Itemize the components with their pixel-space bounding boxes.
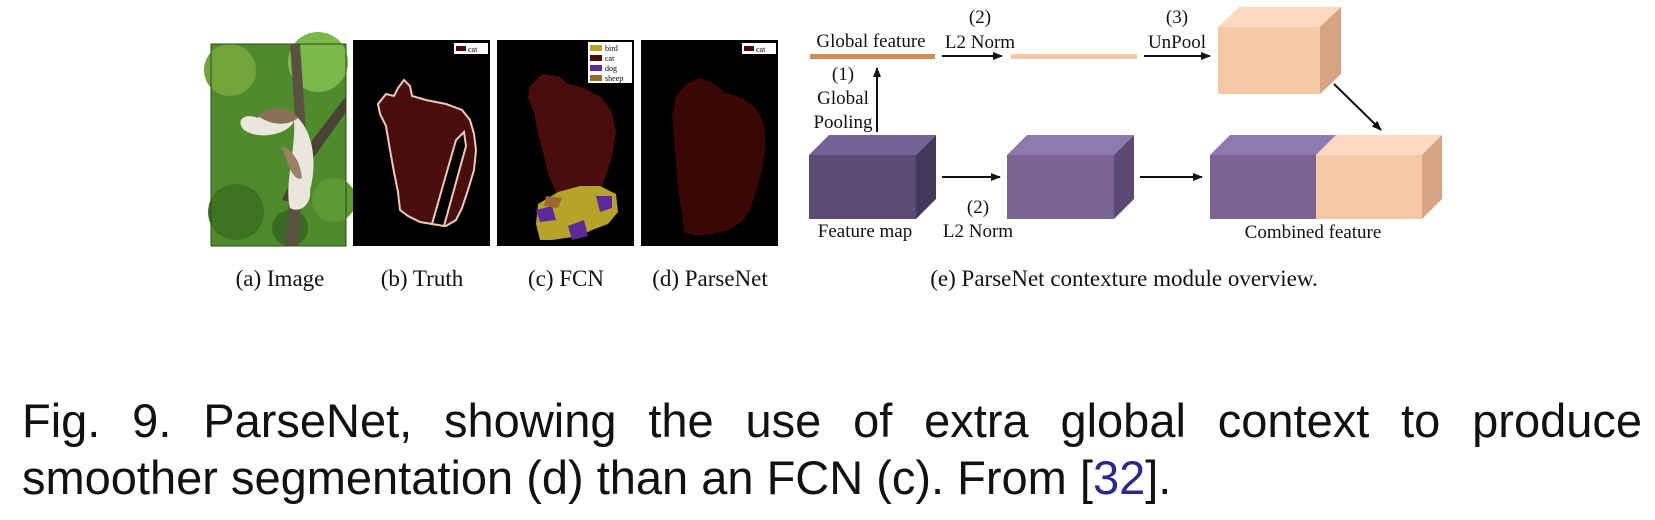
legend-label: bird <box>605 44 618 53</box>
caption-end: ]. <box>1145 451 1172 504</box>
arrow-to-combined-top <box>1333 83 1382 131</box>
legend-label: cat <box>605 54 615 63</box>
step2b-label: L2 Norm <box>943 221 1013 242</box>
legend-label: dog <box>605 64 617 73</box>
caption-text: Fig. 9. ParseNet, showing the use of ext… <box>22 394 1642 504</box>
subcaption-a: (a) Image <box>236 266 325 291</box>
figure: cat bird cat dog sheep cat <box>204 7 1442 291</box>
normalized-feature-bar <box>1011 54 1137 59</box>
contexture-diagram: Global feature (2) L2 Norm (3) UnPool (1… <box>809 7 1442 243</box>
truth-legend: cat <box>454 43 488 54</box>
legend-label: cat <box>756 45 766 54</box>
feature-map-cube <box>809 135 936 219</box>
fcn-legend: bird cat dog sheep <box>588 42 632 83</box>
subcaption-c: (c) FCN <box>528 266 604 291</box>
combined-feature-cube <box>1210 135 1442 219</box>
unpooled-feature-cube <box>1218 7 1341 94</box>
legend-label: sheep <box>605 74 623 83</box>
figure-caption: Fig. 9. ParseNet, showing the use of ext… <box>22 392 1642 506</box>
panel-image <box>204 32 356 247</box>
step2b-number: (2) <box>967 197 989 218</box>
global-feature-label: Global feature <box>816 31 925 52</box>
step1-line1: Global <box>817 88 869 109</box>
legend-label: cat <box>468 45 478 54</box>
step2-label: L2 Norm <box>945 32 1015 53</box>
normalized-feature-cube <box>1007 135 1134 219</box>
subcaption-e: (e) ParseNet contexture module overview. <box>930 266 1317 291</box>
citation-link[interactable]: 32 <box>1092 451 1146 504</box>
step1-line2: Pooling <box>813 112 873 133</box>
feature-map-label: Feature map <box>818 221 912 242</box>
global-feature-bar <box>810 54 935 59</box>
combined-feature-label: Combined feature <box>1245 222 1382 243</box>
subcaption-d: (d) ParseNet <box>652 266 768 291</box>
subcaption-b: (b) Truth <box>381 266 464 291</box>
step3-number: (3) <box>1166 7 1188 28</box>
step2-number: (2) <box>969 7 991 28</box>
step1-number: (1) <box>832 64 854 85</box>
panel-truth: cat <box>353 40 490 246</box>
panel-parsenet: cat <box>641 40 778 246</box>
parsenet-legend: cat <box>742 43 776 54</box>
step3-label: UnPool <box>1148 32 1206 53</box>
panel-fcn: bird cat dog sheep <box>497 40 634 246</box>
